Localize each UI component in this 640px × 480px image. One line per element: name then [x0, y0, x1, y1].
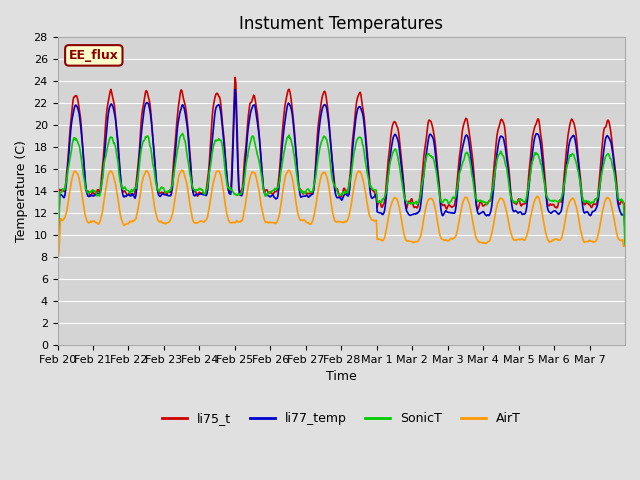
- SonicT: [401, 195, 408, 201]
- SonicT: [433, 168, 440, 174]
- li77_temp: [433, 160, 440, 166]
- AirT: [275, 214, 283, 220]
- Line: AirT: AirT: [58, 170, 625, 257]
- li75_t: [225, 188, 232, 194]
- li75_t: [401, 192, 408, 198]
- AirT: [54, 254, 61, 260]
- li75_t: [275, 175, 283, 181]
- li77_temp: [225, 187, 232, 192]
- li75_t: [120, 188, 128, 194]
- li77_temp: [621, 228, 629, 233]
- AirT: [225, 218, 233, 224]
- SonicT: [225, 186, 233, 192]
- li77_temp: [231, 87, 239, 93]
- SonicT: [275, 181, 283, 187]
- SonicT: [253, 152, 261, 157]
- li75_t: [231, 74, 239, 80]
- SonicT: [621, 243, 629, 249]
- AirT: [401, 233, 408, 239]
- Line: li77_temp: li77_temp: [58, 90, 625, 257]
- li77_temp: [120, 194, 128, 200]
- AirT: [433, 212, 440, 217]
- li77_temp: [253, 119, 261, 125]
- X-axis label: Time: Time: [326, 371, 356, 384]
- Text: EE_flux: EE_flux: [69, 49, 119, 62]
- AirT: [253, 179, 261, 185]
- li75_t: [433, 151, 440, 157]
- li77_temp: [401, 194, 408, 200]
- li75_t: [54, 254, 61, 260]
- SonicT: [120, 185, 128, 191]
- Line: li75_t: li75_t: [58, 77, 625, 257]
- li77_temp: [275, 186, 283, 192]
- AirT: [178, 167, 186, 173]
- AirT: [621, 243, 629, 249]
- SonicT: [179, 131, 186, 136]
- li75_t: [253, 110, 261, 116]
- Line: SonicT: SonicT: [58, 133, 625, 257]
- li75_t: [621, 221, 629, 227]
- Legend: li75_t, li77_temp, SonicT, AirT: li75_t, li77_temp, SonicT, AirT: [157, 407, 525, 430]
- li77_temp: [54, 254, 61, 260]
- Y-axis label: Temperature (C): Temperature (C): [15, 140, 28, 242]
- Title: Instument Temperatures: Instument Temperatures: [239, 15, 444, 33]
- AirT: [120, 223, 128, 228]
- SonicT: [54, 254, 61, 260]
